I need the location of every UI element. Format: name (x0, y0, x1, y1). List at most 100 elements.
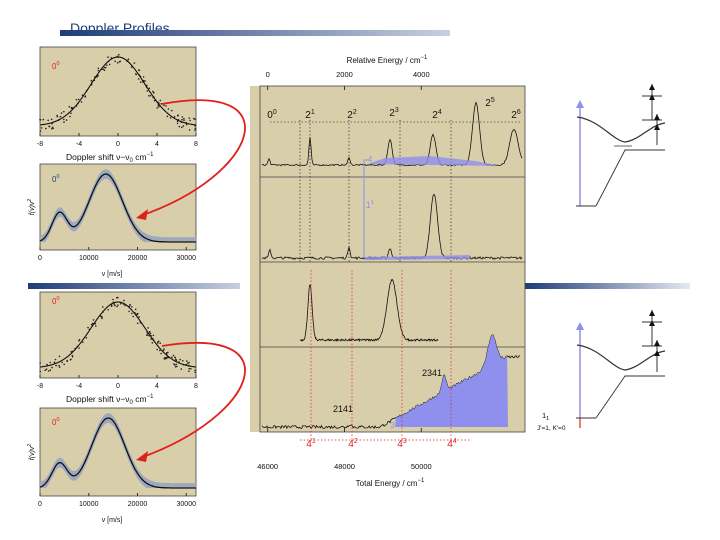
separator-right (525, 283, 690, 289)
progression-label: 21 (305, 109, 315, 121)
data-point (119, 302, 122, 305)
data-point (60, 112, 63, 114)
data-point (47, 370, 50, 372)
speed-bottom-peak-label: 00 (52, 417, 60, 427)
x-tick-label: 20000 (128, 255, 148, 262)
data-point (116, 62, 119, 64)
level-label-bottom-2: J′=1, K′=0 (537, 425, 566, 432)
data-point (137, 78, 140, 80)
data-point (44, 369, 46, 372)
uncertainty-band (40, 413, 196, 488)
data-point (148, 331, 151, 333)
data-point (78, 338, 81, 341)
data-point (118, 61, 121, 63)
arrow-top-head (136, 209, 148, 220)
data-point (54, 358, 57, 361)
data-point (45, 127, 47, 130)
data-point (146, 90, 149, 92)
spectra-axes: 0 2000 4000 46000 48000 50000 (257, 70, 431, 471)
data-point (40, 127, 43, 129)
doppler-panel-top: 00 -8 -4 0 4 8 Doppler shift ν−ν0 cm−1 (37, 46, 198, 164)
arrow-bottom-head (136, 451, 148, 462)
data-point (176, 122, 179, 125)
data-point (167, 351, 169, 354)
data-point (51, 128, 53, 130)
data-point (97, 69, 100, 72)
data-point (63, 363, 65, 366)
x-tick-label: 10000 (79, 255, 99, 262)
data-point (49, 369, 52, 372)
annotation-2141: 2141 (333, 404, 353, 414)
excitation-arrowhead-top (576, 100, 584, 108)
data-point (175, 363, 178, 366)
data-point (153, 99, 156, 102)
data-point (39, 370, 41, 373)
trace-1-fill (368, 156, 500, 166)
x-tick-label: 8 (194, 141, 198, 148)
data-point (103, 69, 106, 71)
data-point (181, 116, 184, 118)
data-point (194, 369, 196, 372)
data-point (107, 56, 109, 58)
trace-1 (261, 101, 523, 167)
doppler-top-xlabel: Doppler shift ν−ν0 cm−1 (66, 152, 154, 164)
data-point (148, 87, 151, 90)
data-point (97, 67, 100, 70)
data-point (124, 304, 126, 307)
data-point (131, 312, 133, 315)
data-point (152, 90, 154, 93)
speed-curve (39, 173, 196, 243)
doppler-bottom-peak-label: 00 (52, 296, 60, 306)
data-point (75, 98, 78, 101)
spectra-traces: 00 21 22 23 24 25 26 41 42 43 44 2141 2341 31 4 11 (261, 97, 523, 450)
x-tick-label: 4 (155, 141, 159, 148)
data-point (162, 349, 165, 352)
x-tick-label: 4 (155, 383, 159, 390)
data-point (46, 363, 48, 366)
speed-bottom-plot (39, 413, 196, 489)
data-point (117, 304, 119, 306)
assignment-label: 44 (447, 438, 457, 450)
data-point (102, 306, 104, 308)
lower-curve-top (595, 149, 665, 207)
x-tick-label: 30000 (177, 501, 197, 508)
annotation-11: 11 (366, 199, 375, 210)
x-tick-label: 0 (38, 501, 42, 508)
data-point (101, 316, 103, 318)
data-point (56, 114, 58, 117)
data-point (77, 98, 80, 101)
data-point (159, 99, 162, 102)
data-point (110, 304, 113, 306)
data-point (156, 348, 158, 351)
data-point (80, 101, 83, 103)
data-point (116, 305, 118, 308)
bottom-axis-tick-label: 46000 (257, 462, 278, 471)
data-point (53, 361, 56, 364)
data-point (194, 118, 196, 120)
trace-3 (299, 278, 439, 343)
data-point (146, 334, 148, 337)
data-point (174, 364, 176, 366)
title-bar (60, 30, 450, 36)
data-point (151, 342, 154, 344)
data-point (175, 359, 178, 361)
stack-arrow-top-3 (654, 114, 660, 120)
data-point (172, 354, 175, 357)
data-point (152, 91, 155, 94)
stack-arrow-top-1 (649, 84, 655, 90)
data-point (63, 110, 65, 113)
doppler-bottom-frame (39, 291, 197, 379)
trace-2 (261, 193, 523, 261)
data-point (188, 129, 191, 131)
data-point (144, 80, 146, 82)
data-point (183, 117, 185, 120)
data-point (149, 332, 152, 335)
data-point (181, 126, 183, 129)
potential-curve-top (576, 116, 666, 143)
data-point (104, 66, 107, 69)
data-point (114, 60, 116, 63)
data-point (174, 356, 176, 359)
data-point (116, 296, 118, 299)
potential-curve-bottom (576, 344, 666, 371)
